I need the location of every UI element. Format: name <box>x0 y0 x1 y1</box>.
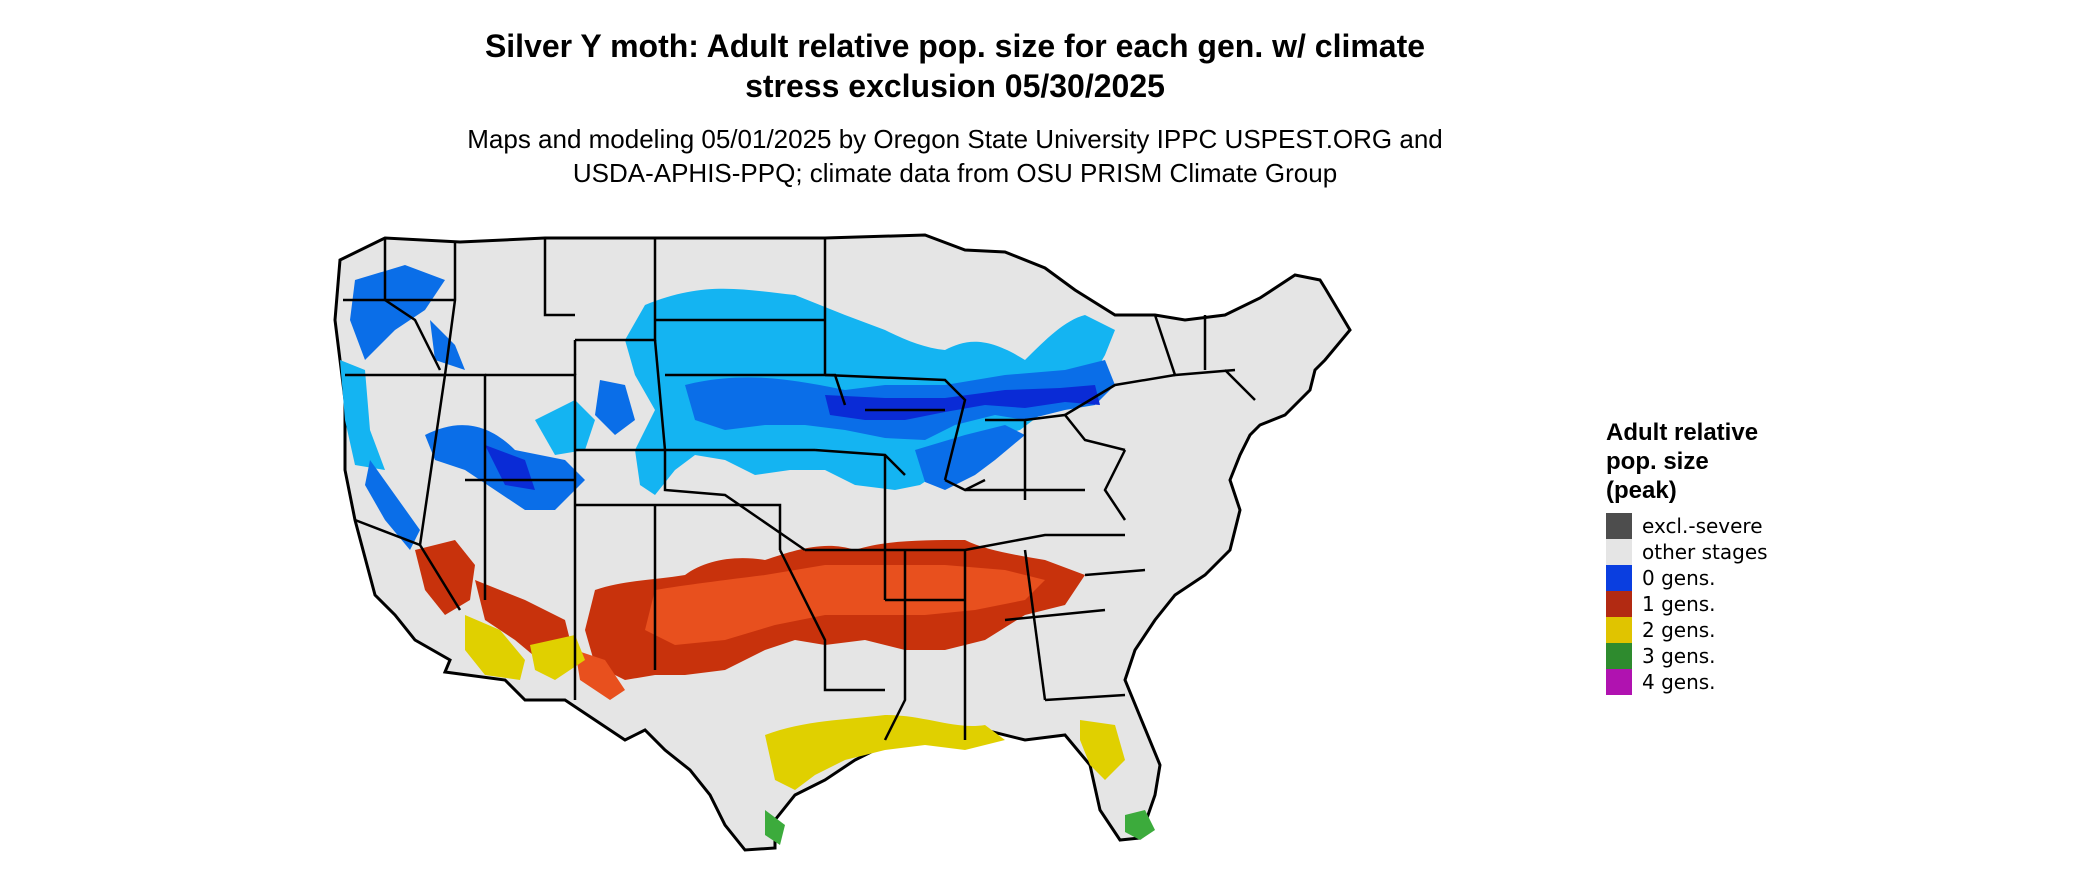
legend-swatch <box>1606 591 1632 617</box>
legend-label: 1 gens. <box>1642 592 1716 616</box>
title-line: stress exclusion 05/30/2025 <box>745 68 1165 104</box>
legend-item: 3 gens. <box>1606 643 1846 669</box>
legend-label: 3 gens. <box>1642 644 1716 668</box>
legend-swatch <box>1606 539 1632 565</box>
subtitle-line: Maps and modeling 05/01/2025 by Oregon S… <box>467 124 1443 154</box>
legend: Adult relative pop. size (peak) excl.-se… <box>1606 418 1846 695</box>
legend-title: Adult relative pop. size (peak) <box>1606 418 1776 505</box>
legend-label: other stages <box>1642 540 1768 564</box>
subtitle-line: USDA-APHIS-PPQ; climate data from OSU PR… <box>572 158 1338 188</box>
legend-title-line: Adult relative <box>1606 419 1759 446</box>
title-line: Silver Y moth: Adult relative pop. size … <box>484 28 1426 64</box>
legend-title-line: (peak) <box>1606 477 1677 504</box>
legend-title-line: pop. size <box>1606 448 1709 475</box>
chart-subtitle: Maps and modeling 05/01/2025 by Oregon S… <box>0 122 1910 190</box>
legend-item: other stages <box>1606 539 1846 565</box>
legend-label: excl.-severe <box>1642 514 1763 538</box>
legend-swatch <box>1606 617 1632 643</box>
chart-title: Silver Y moth: Adult relative pop. size … <box>0 26 1910 106</box>
legend-item: 0 gens. <box>1606 565 1846 591</box>
us-map <box>333 233 1352 852</box>
zone-2-gens <box>465 615 1125 790</box>
legend-label: 2 gens. <box>1642 618 1716 642</box>
legend-swatch <box>1606 669 1632 695</box>
legend-item: 4 gens. <box>1606 669 1846 695</box>
legend-swatch <box>1606 643 1632 669</box>
state-borders <box>343 238 1256 741</box>
zone-1-gens <box>415 540 1085 700</box>
legend-label: 0 gens. <box>1642 566 1716 590</box>
legend-items: excl.-severe other stages 0 gens. 1 gens. 2 … <box>1606 513 1846 695</box>
legend-label: 4 gens. <box>1642 670 1716 694</box>
zone-3-gens <box>765 810 1155 845</box>
legend-item: 2 gens. <box>1606 617 1846 643</box>
legend-item: 1 gens. <box>1606 591 1846 617</box>
legend-swatch <box>1606 565 1632 591</box>
legend-item: excl.-severe <box>1606 513 1846 539</box>
legend-swatch <box>1606 513 1632 539</box>
